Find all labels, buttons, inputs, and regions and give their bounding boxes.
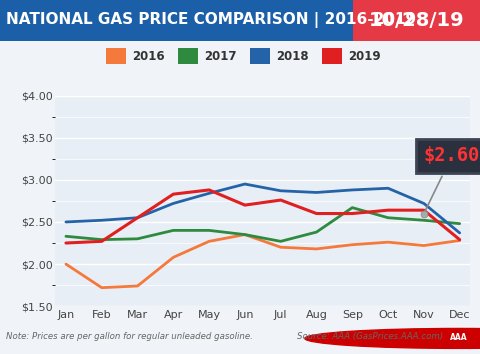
Bar: [106, 48, 126, 64]
Bar: [178, 48, 198, 64]
Text: AAA: AAA: [450, 333, 467, 342]
Circle shape: [305, 329, 480, 348]
Text: 10/28/19: 10/28/19: [369, 11, 465, 30]
Bar: [353, 0, 480, 41]
Text: Note: Prices are per gallon for regular unleaded gasoline.: Note: Prices are per gallon for regular …: [6, 332, 252, 341]
Text: 2016: 2016: [132, 50, 165, 63]
Text: 2018: 2018: [276, 50, 309, 63]
Text: 2019: 2019: [348, 50, 381, 63]
Bar: [0, 0, 353, 41]
Text: 2017: 2017: [204, 50, 237, 63]
Text: $2.60: $2.60: [424, 146, 480, 211]
Bar: [250, 48, 270, 64]
Text: NATIONAL GAS PRICE COMPARISON | 2016-2019: NATIONAL GAS PRICE COMPARISON | 2016-201…: [6, 12, 416, 28]
Bar: [322, 48, 342, 64]
Text: Source: AAA (GasPrices.AAA.com): Source: AAA (GasPrices.AAA.com): [297, 332, 443, 341]
